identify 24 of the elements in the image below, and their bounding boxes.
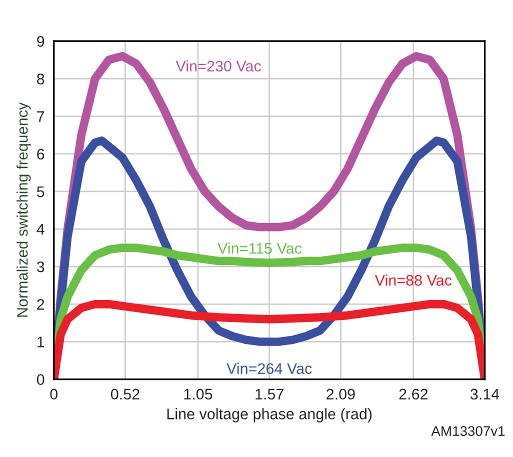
series-label: Vin=230 Vac <box>176 60 261 72</box>
x-tick-label: 3.14 <box>470 388 500 400</box>
x-tick-label: 1.57 <box>256 388 284 400</box>
y-tick-label: 6 <box>37 148 44 160</box>
y-tick-label: 8 <box>37 74 44 84</box>
x-tick-label: 2.62 <box>399 388 428 400</box>
y-axis-title: Normalized switching frequency <box>16 102 31 317</box>
y-tick-label: 7 <box>37 111 44 122</box>
series-label: Vin=264 Vac <box>226 362 312 374</box>
y-tick-label: 5 <box>36 186 44 198</box>
y-tick-label: 2 <box>37 299 44 310</box>
y-tick-label: 4 <box>36 224 44 235</box>
series-label: Vin=115 Vac <box>218 242 302 254</box>
x-tick-label: 0 <box>50 388 58 400</box>
x-tick-label: 1.05 <box>184 388 212 400</box>
x-tick-label: 0.52 <box>110 388 140 400</box>
x-axis-title: Line voltage phase angle (rad) <box>167 408 372 422</box>
series-label: Vin=88 Vac <box>374 274 452 286</box>
y-tick-label: 0 <box>36 374 44 385</box>
y-tick-label: 3 <box>36 261 44 272</box>
text: AM13307v1 <box>431 426 505 436</box>
y-tick-label: 1 <box>38 336 44 348</box>
x-tick-label: 2.09 <box>326 388 355 400</box>
y-tick-label: 9 <box>37 36 44 47</box>
